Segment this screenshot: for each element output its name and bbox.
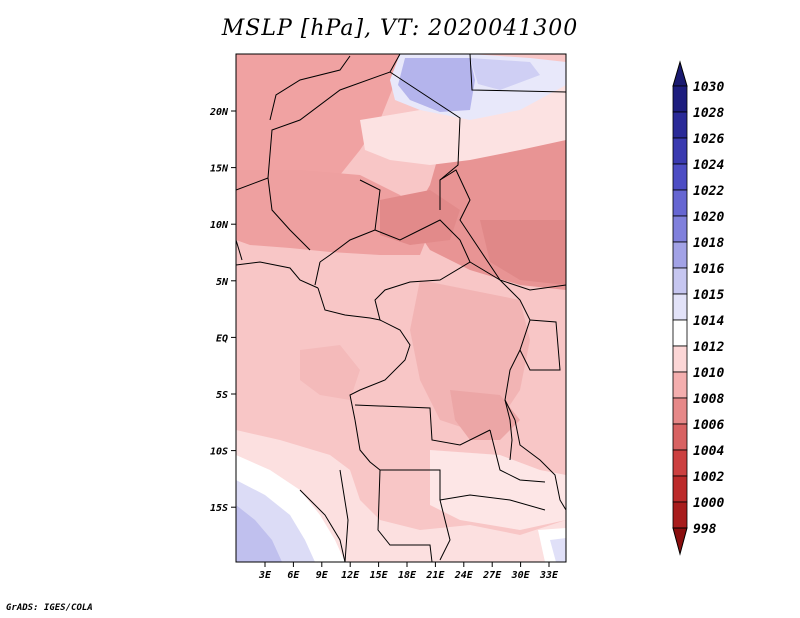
- colorbar-label: 1028: [693, 106, 724, 121]
- map-frame: [235, 53, 567, 563]
- latitude-axis: 20N 15N 10N 5N EQ 5S 10S 15S: [209, 107, 236, 514]
- colorbar: 1030 1028 1026 1024 1022 1020 1018 1016 1015 1014…: [672, 60, 724, 556]
- colorbar-swatch: [672, 137, 688, 165]
- lon-tick-label: 21E: [425, 570, 445, 581]
- lon-tick-label: 9E: [316, 570, 329, 581]
- lon-tick-label: 18E: [398, 570, 417, 581]
- colorbar-swatch: [672, 85, 688, 113]
- colorbar-label: 1006: [693, 418, 724, 433]
- lon-tick-label: 6E: [287, 570, 300, 581]
- colorbar-swatch: [672, 449, 688, 477]
- colorbar-label: 1012: [693, 340, 724, 355]
- colorbar-label: 1024: [693, 158, 724, 173]
- longitude-axis: 3E 6E 9E 12E 15E 18E 21E 24E 27E 30E 33E: [258, 562, 559, 581]
- colorbar-swatch: [672, 319, 688, 347]
- colorbar-label: 1014: [693, 314, 724, 329]
- colorbar-swatch: [672, 293, 688, 321]
- lon-tick-label: 27E: [482, 570, 502, 581]
- colorbar-label: 1010: [693, 366, 724, 381]
- lat-tick-label: 20N: [209, 107, 229, 118]
- lon-tick-label: 12E: [341, 570, 360, 581]
- colorbar-label: 1000: [693, 496, 724, 511]
- country-borders: [236, 54, 566, 562]
- lat-tick-label: 10S: [210, 447, 228, 458]
- lon-tick-label: 33E: [539, 570, 559, 581]
- chart-title: MSLP [hPa], VT: 2020041300: [221, 16, 579, 41]
- colorbar-label: 998: [693, 522, 717, 537]
- lat-tick-label: EQ: [216, 333, 228, 344]
- colorbar-swatch: [672, 397, 688, 425]
- colorbar-label: 1026: [693, 132, 724, 147]
- lon-tick-label: 15E: [370, 570, 389, 581]
- lon-tick-label: 24E: [454, 570, 474, 581]
- colorbar-label: 1018: [693, 236, 724, 251]
- lat-tick-label: 10N: [210, 220, 229, 231]
- colorbar-label: 1008: [693, 392, 724, 407]
- lat-tick-label: 15S: [210, 503, 228, 514]
- footer-credit: GrADS: IGES/COLA: [6, 603, 93, 613]
- colorbar-label: 1030: [693, 80, 724, 95]
- lat-tick-label: 5N: [216, 277, 229, 288]
- lon-tick-label: 30E: [511, 570, 531, 581]
- colorbar-swatch: [672, 475, 688, 503]
- pressure-field: [236, 54, 566, 562]
- colorbar-swatch: [672, 215, 688, 243]
- colorbar-label: 1002: [693, 470, 724, 485]
- colorbar-swatch: [672, 501, 688, 529]
- colorbar-bottom-arrow: [672, 527, 688, 556]
- lat-tick-label: 15N: [210, 164, 229, 175]
- colorbar-swatch: [672, 241, 688, 269]
- colorbar-top-arrow: [672, 60, 688, 87]
- colorbar-label: 1016: [693, 262, 724, 277]
- lon-tick-label: 3E: [258, 570, 272, 581]
- colorbar-label: 1004: [693, 444, 724, 459]
- colorbar-label: 1015: [693, 288, 724, 303]
- colorbar-swatch: [672, 345, 688, 373]
- colorbar-swatch: [672, 163, 688, 191]
- colorbar-swatch: [672, 111, 688, 139]
- colorbar-swatch: [672, 189, 688, 217]
- colorbar-swatch: [672, 371, 688, 399]
- lat-tick-label: 5S: [216, 390, 228, 401]
- colorbar-label: 1022: [693, 184, 724, 199]
- colorbar-swatch: [672, 267, 688, 295]
- colorbar-label: 1020: [693, 210, 724, 225]
- colorbar-swatch: [672, 423, 688, 451]
